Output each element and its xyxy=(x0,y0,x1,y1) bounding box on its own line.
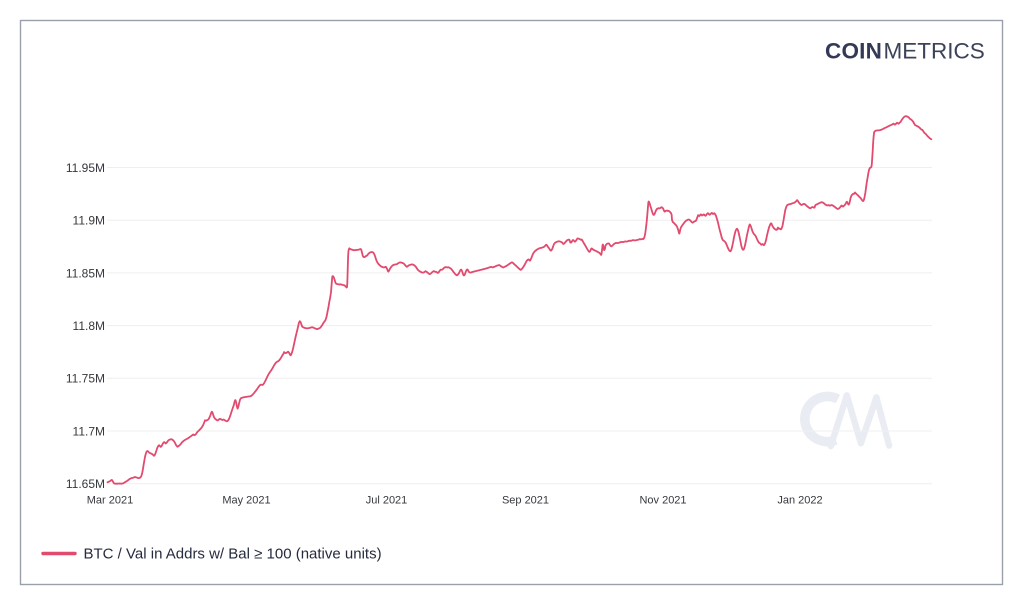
svg-text:Jul 2021: Jul 2021 xyxy=(366,495,408,507)
svg-text:11.7M: 11.7M xyxy=(73,424,105,438)
svg-text:COIN: COIN xyxy=(825,39,882,64)
svg-text:11.9M: 11.9M xyxy=(73,214,105,228)
svg-text:Nov 2021: Nov 2021 xyxy=(639,495,686,507)
svg-text:Sep 2021: Sep 2021 xyxy=(502,495,549,507)
svg-text:May 2021: May 2021 xyxy=(222,495,270,507)
svg-text:Jan 2022: Jan 2022 xyxy=(777,495,822,507)
svg-text:BTC / Val in Addrs w/ Bal ≥ 10: BTC / Val in Addrs w/ Bal ≥ 100 (native … xyxy=(84,546,382,563)
svg-text:METRICS: METRICS xyxy=(884,39,985,64)
svg-text:11.75M: 11.75M xyxy=(66,372,105,386)
svg-text:Mar 2021: Mar 2021 xyxy=(87,495,133,507)
svg-text:11.95M: 11.95M xyxy=(66,161,105,175)
svg-text:11.85M: 11.85M xyxy=(66,266,105,280)
svg-text:11.8M: 11.8M xyxy=(73,319,105,333)
svg-text:11.65M: 11.65M xyxy=(66,477,105,491)
